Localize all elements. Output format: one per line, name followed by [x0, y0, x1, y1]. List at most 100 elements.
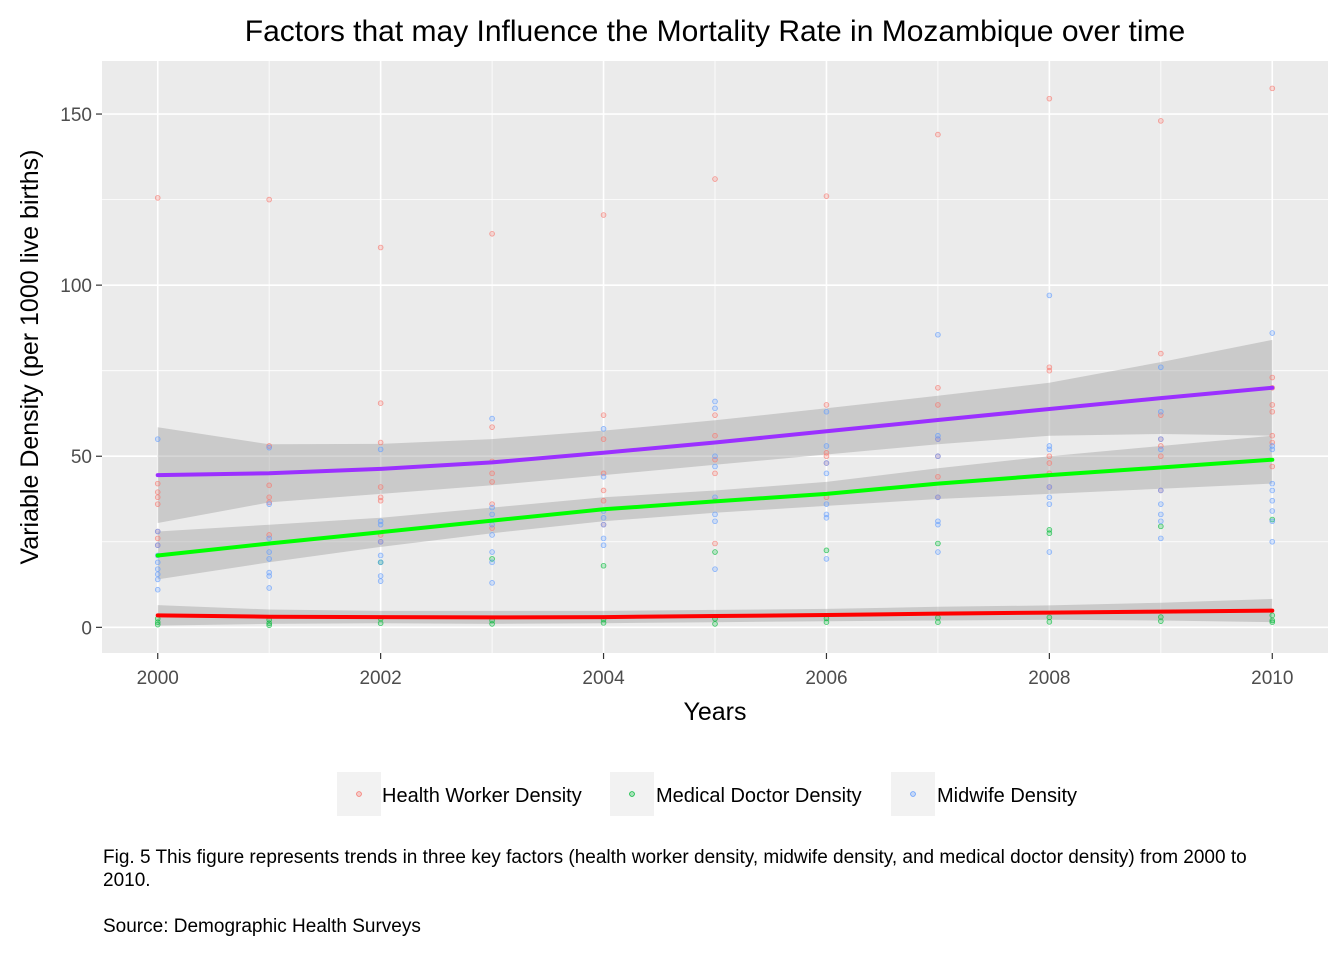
data-point — [712, 518, 718, 525]
x-tick-label: 2006 — [805, 668, 847, 689]
data-point — [489, 521, 495, 528]
data-point — [712, 470, 718, 477]
data-point — [1046, 494, 1053, 501]
data-point — [266, 573, 272, 579]
data-point — [1269, 374, 1276, 381]
data-point — [1158, 436, 1164, 442]
data-point — [1158, 523, 1164, 530]
data-point — [489, 559, 495, 566]
data-point — [712, 432, 718, 439]
data-point — [823, 515, 830, 521]
data-point — [377, 573, 384, 579]
data-point — [823, 453, 830, 460]
data-point — [154, 586, 161, 593]
data-point — [1158, 518, 1164, 525]
data-point — [1158, 487, 1164, 494]
data-point — [266, 622, 272, 629]
legend-key — [610, 772, 654, 816]
data-point — [712, 176, 718, 182]
data-point — [600, 487, 607, 494]
data-point — [154, 566, 161, 572]
legend-label: Midwife Density — [937, 785, 1077, 807]
y-tick-label: 50 — [71, 447, 92, 468]
caption-source: Source: Demographic Health Surveys — [103, 916, 421, 937]
x-tick-label: 2008 — [1028, 668, 1070, 689]
data-point — [266, 443, 272, 449]
data-point — [377, 400, 384, 406]
data-point — [823, 443, 830, 449]
legend-key-point — [910, 791, 916, 797]
data-point — [1046, 446, 1053, 453]
data-point — [1269, 85, 1276, 92]
data-point — [1269, 619, 1276, 626]
data-point — [823, 619, 830, 626]
data-point — [1046, 460, 1053, 466]
data-point — [489, 511, 495, 518]
data-point — [1269, 402, 1276, 408]
data-point — [600, 542, 607, 549]
data-point — [489, 504, 495, 511]
data-point — [823, 547, 830, 554]
y-axis-title: Variable Density (per 1000 live births) — [16, 149, 44, 564]
data-point — [1269, 518, 1276, 525]
data-point — [154, 501, 161, 507]
data-point — [1269, 497, 1276, 504]
data-point — [600, 515, 607, 521]
data-point — [1046, 619, 1053, 625]
data-point — [823, 460, 830, 466]
axis-ticks: 2000 2002 2004 2006 2008 2010 0 50 100 150 — [60, 105, 1293, 689]
data-point — [1269, 446, 1276, 453]
data-point — [712, 621, 718, 627]
data-point — [266, 444, 272, 451]
data-point — [935, 436, 941, 442]
data-point — [377, 497, 384, 504]
data-point — [154, 195, 161, 201]
data-point — [823, 556, 830, 562]
data-point — [935, 453, 941, 460]
confidence-band — [157, 435, 1273, 580]
data-point — [154, 528, 161, 535]
data-point — [377, 446, 384, 453]
data-point — [712, 511, 718, 518]
data-point — [1158, 501, 1164, 507]
data-point — [1158, 350, 1164, 357]
data-point — [600, 521, 607, 528]
x-tick-label: 2010 — [1251, 668, 1293, 689]
data-point — [823, 470, 830, 477]
data-point — [154, 571, 161, 578]
y-tick-label: 150 — [60, 105, 92, 126]
data-point — [1046, 549, 1053, 555]
data-point — [1158, 118, 1164, 124]
data-point — [600, 436, 607, 442]
data-point — [712, 494, 718, 501]
legend-key-point — [356, 791, 362, 797]
data-point — [712, 412, 718, 418]
data-point — [935, 619, 941, 626]
data-point — [935, 384, 941, 391]
data-point — [154, 480, 161, 487]
y-tick-label: 0 — [81, 618, 92, 639]
data-point — [154, 436, 161, 442]
data-point — [935, 131, 941, 138]
data-point — [600, 562, 607, 569]
data-point — [1158, 408, 1164, 415]
data-point — [1046, 501, 1053, 507]
data-point — [712, 405, 718, 412]
data-point — [935, 402, 941, 408]
y-tick-label: 100 — [60, 276, 92, 297]
data-point — [489, 532, 495, 538]
data-point — [154, 576, 161, 583]
data-point — [489, 231, 495, 237]
data-point — [489, 549, 495, 555]
legend: Health Worker Density Medical Doctor Dens… — [337, 772, 1077, 816]
data-point — [935, 521, 941, 528]
data-point — [935, 473, 941, 480]
legend-key-point — [629, 791, 635, 797]
confidence-band — [157, 339, 1273, 523]
x-tick-label: 2000 — [137, 668, 179, 689]
data-point — [266, 196, 272, 203]
trend-line — [155, 385, 1275, 478]
data-point — [489, 470, 495, 477]
data-point — [1158, 364, 1164, 371]
scatter-points — [154, 85, 1276, 629]
